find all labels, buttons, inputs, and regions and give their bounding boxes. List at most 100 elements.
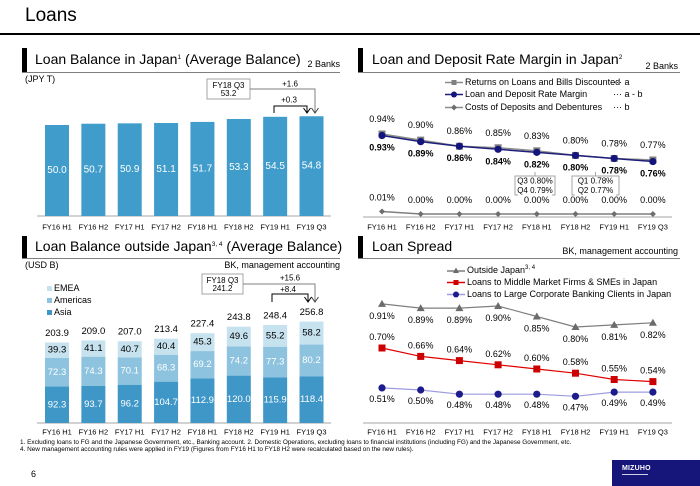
section-title-loan-spread: Loan Spread <box>372 238 453 254</box>
legend-item-middle-market: Loans to Middle Market Firms & SMEs in J… <box>447 277 657 288</box>
scope-label: BK, management accounting <box>224 260 340 270</box>
bar <box>45 125 69 216</box>
x-tick-label: FY16 H2 <box>406 223 436 232</box>
x-tick-label: FY17 H2 <box>483 223 513 232</box>
x-tick-label: FY16 H2 <box>79 428 109 437</box>
callout-label: FY18 Q3 <box>212 81 245 90</box>
outside-japan-point <box>610 320 619 328</box>
middle-market-value-label: 0.58% <box>563 357 589 367</box>
total-value-label: 209.0 <box>81 326 105 337</box>
segment-value-label: 69.2 <box>193 359 212 370</box>
middle-market-value-label: 0.55% <box>601 364 627 374</box>
returns-value-label: 0.80% <box>563 135 589 145</box>
callout-diff-total: +1.6 <box>282 80 298 89</box>
bar-segment-emea <box>263 324 288 347</box>
middle-market-point <box>572 369 579 377</box>
returns-value-label: 0.77% <box>640 140 666 150</box>
section-rule <box>358 258 680 259</box>
outside-japan-point <box>648 318 657 326</box>
bar-segment-asia <box>117 385 142 423</box>
title-text: Loan Balance in Japan <box>35 51 178 67</box>
costs-value-label: 0.00% <box>485 195 511 205</box>
margin-point <box>378 131 386 140</box>
large-corporate-value-label: 0.48% <box>447 400 473 410</box>
bar-segment-americas <box>263 346 288 378</box>
section-title-rate-margin: Loan and Deposit Rate Margin in Japan2 <box>372 50 622 68</box>
outside-japan-point <box>494 302 503 309</box>
bar-segment-emea <box>81 340 106 357</box>
legend-suffix: ··· a - b <box>613 89 643 99</box>
middle-market-point <box>455 357 463 365</box>
returns-value-label: 0.86% <box>447 126 473 136</box>
costs-point <box>611 211 618 217</box>
costs-value-label: 0.00% <box>408 195 434 205</box>
middle-market-point <box>417 352 425 360</box>
bar-value-label: 54.5 <box>265 161 285 172</box>
outside-japan-value-label: 0.90% <box>485 313 511 323</box>
section-rule <box>358 72 680 73</box>
logo-swoosh-icon <box>622 474 648 475</box>
legend-label: Costs of Deposits and Debentures <box>465 102 603 112</box>
segment-value-label: 112.9 <box>191 395 214 406</box>
costs-value-label: 0.00% <box>601 195 627 205</box>
costs-point <box>379 208 385 215</box>
bar <box>226 118 251 216</box>
red-square-marker-icon <box>447 280 465 285</box>
large-corporate-point <box>571 392 580 400</box>
unit-label: (USD B) <box>25 260 59 270</box>
total-value-label: 207.0 <box>118 327 142 338</box>
outside-japan-value-label: 0.82% <box>640 330 666 340</box>
x-tick-label: FY16 H2 <box>406 428 436 437</box>
legend-label: Loan and Deposit Rate Margin <box>465 89 588 99</box>
overseas-balance-callout: FY18 Q3 241.2 +15.6 +8.4 <box>201 273 319 303</box>
x-tick-label: FY17 H2 <box>151 428 181 437</box>
legend-item-costs: Costs of Deposits and Debentures <box>445 102 602 113</box>
footnote-ref: 1 <box>177 54 182 61</box>
title-suffix: (Average Balance) <box>181 51 301 67</box>
scope-label: 2 Banks <box>307 59 340 69</box>
note-text: Q1 0.78% <box>578 177 614 186</box>
bar-segment-asia <box>299 376 324 423</box>
x-tick-label: FY17 H2 <box>483 428 513 437</box>
costs-point <box>495 211 502 217</box>
x-tick-label: FY18 H1 <box>522 223 552 232</box>
asia-swatch-icon <box>47 310 52 315</box>
segment-value-label: 115.9 <box>264 395 287 406</box>
margin-point <box>649 157 657 166</box>
x-tick-label: FY19 Q3 <box>297 223 327 232</box>
callout-diff-recent: +0.3 <box>281 96 297 105</box>
costs-value-label: 0.00% <box>447 195 473 205</box>
legend-item-outside-japan: Outside Japan 3, 4 <box>447 265 535 276</box>
segment-value-label: 68.3 <box>157 363 176 374</box>
outside-japan-value-label: 0.89% <box>408 315 434 325</box>
large-corporate-point <box>649 388 657 396</box>
emea-swatch-icon <box>47 286 52 291</box>
bar-segment-emea <box>117 341 142 358</box>
returns-value-label: 0.83% <box>524 131 550 141</box>
legend-item-margin: Loan and Deposit Rate Margin <box>445 89 587 100</box>
x-tick-label: FY16 H1 <box>42 428 72 437</box>
arrow-down-icon <box>311 107 319 114</box>
margin-line <box>381 134 653 163</box>
total-value-label: 243.8 <box>227 312 251 323</box>
segment-value-label: 74.2 <box>230 355 249 366</box>
gray-triangle-marker-icon <box>447 267 465 273</box>
x-tick-label: FY19 H1 <box>260 428 290 437</box>
bar <box>299 116 324 216</box>
large-corporate-value-label: 0.50% <box>408 396 434 406</box>
title-text: Loan and Deposit Rate Margin in Japan <box>372 51 619 67</box>
large-corporate-value-label: 0.47% <box>563 402 589 412</box>
bar-segment-americas <box>226 346 251 376</box>
x-tick-label: FY16 H1 <box>367 223 397 232</box>
total-value-label: 213.4 <box>154 324 178 335</box>
margin-point <box>494 145 502 153</box>
section-marker <box>358 48 363 72</box>
callout-diff-total: +15.6 <box>280 274 301 283</box>
section-marker <box>22 48 27 72</box>
margin-value-label: 0.93% <box>369 143 395 153</box>
mizuho-logo: MIZUHO <box>612 460 700 486</box>
unit-label: (JPY T) <box>25 74 56 84</box>
segment-value-label: 55.2 <box>266 330 285 341</box>
section-title-loan-balance-japan: Loan Balance in Japan1 (Average Balance) <box>35 50 301 68</box>
